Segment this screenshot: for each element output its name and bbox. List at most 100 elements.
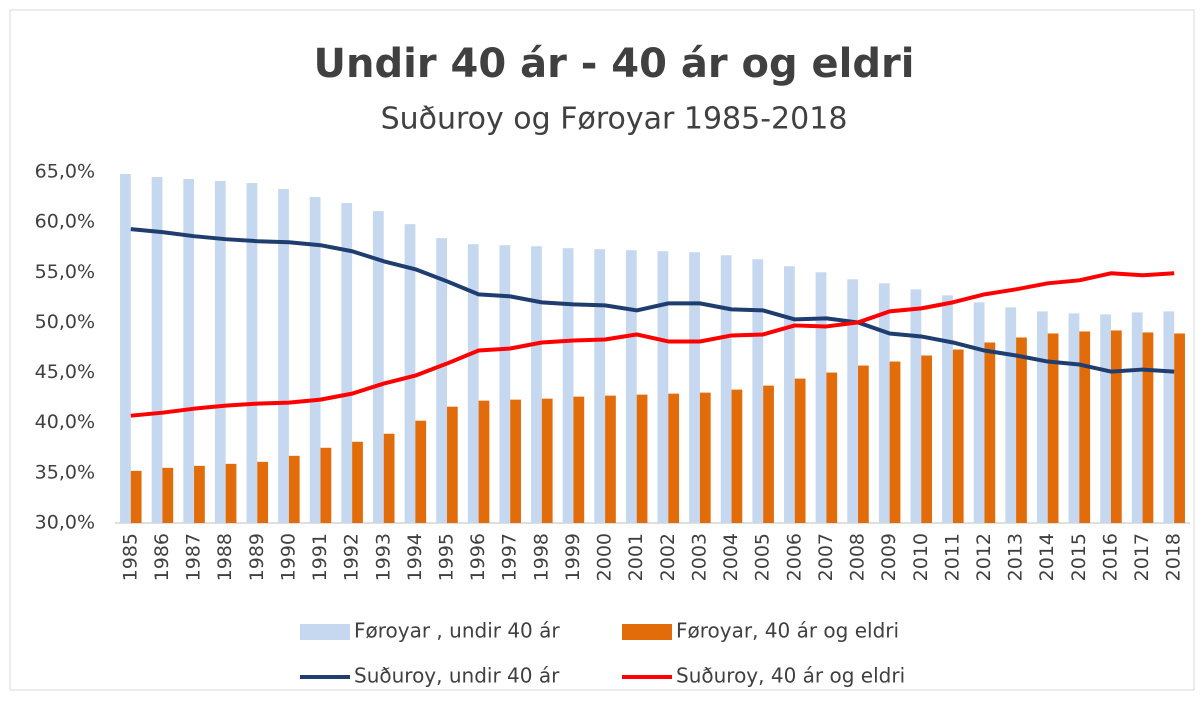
x-tick-label: 1992 (341, 533, 363, 581)
bar (1047, 333, 1059, 523)
bar (194, 465, 205, 523)
bar (1131, 312, 1143, 523)
bar (794, 378, 806, 523)
bar (984, 342, 996, 523)
x-tick-label: 2003 (688, 533, 710, 581)
bar (625, 250, 637, 524)
x-tick-label: 2012 (973, 533, 995, 581)
y-tick-label: 60,0% (35, 211, 95, 233)
bar (404, 224, 416, 524)
bar (162, 467, 174, 523)
bar (878, 283, 890, 523)
y-tick-label: 30,0% (35, 512, 95, 534)
bar (605, 395, 616, 523)
bar (278, 189, 289, 523)
line (130, 271, 1175, 418)
legend-swatch (622, 624, 672, 640)
bar (309, 197, 321, 524)
bar (478, 400, 490, 523)
legend-label: Føroyar , undir 40 ár (354, 619, 560, 643)
bar (858, 365, 869, 523)
bar (731, 389, 743, 523)
bar (1016, 337, 1027, 523)
line (130, 227, 1175, 374)
bar (1079, 331, 1091, 523)
x-tick-label: 2008 (847, 533, 869, 581)
legend-swatch (300, 624, 350, 640)
bar (942, 295, 953, 523)
bar (246, 183, 258, 523)
bar (288, 455, 300, 523)
x-tick-label: 1999 (562, 533, 584, 581)
bar (689, 252, 700, 523)
x-tick-label: 2005 (752, 533, 774, 581)
bar (594, 249, 606, 523)
bar (1100, 314, 1111, 523)
bar (573, 396, 585, 523)
bar (225, 463, 237, 523)
x-tick-label: 2000 (594, 533, 616, 581)
x-tick-label: 2018 (1163, 533, 1185, 581)
x-tick-label: 1998 (530, 533, 552, 581)
x-tick-label: 2007 (815, 533, 837, 581)
y-tick-label: 65,0% (35, 161, 95, 183)
bar (910, 289, 922, 523)
y-tick-label: 45,0% (35, 361, 95, 383)
bar (341, 203, 353, 524)
chart-subtitle: Suðuroy og Føroyar 1985-2018 (381, 102, 848, 137)
bar (657, 251, 669, 523)
x-tick-label: 2004 (720, 533, 742, 581)
x-tick-label: 1986 (151, 533, 173, 581)
bar (1068, 313, 1080, 523)
x-tick-label: 1990 (277, 533, 299, 581)
bar (183, 179, 195, 523)
x-tick-label: 2011 (941, 533, 963, 581)
x-tick-label: 1993 (372, 533, 394, 581)
bar (1036, 311, 1048, 523)
bar (151, 177, 163, 523)
bar (784, 266, 795, 523)
bar (1174, 333, 1185, 523)
x-tick-label: 2009 (878, 533, 900, 581)
bar (826, 372, 838, 523)
bar (436, 238, 447, 523)
x-tick-label: 1989 (246, 533, 268, 581)
x-tick-label: 2017 (1131, 533, 1153, 581)
bar (130, 470, 142, 523)
x-tick-label: 1994 (404, 533, 426, 581)
x-tick-label: 2014 (1036, 533, 1058, 581)
bar (120, 174, 131, 523)
bar (541, 398, 553, 523)
bar (562, 248, 574, 523)
bar (763, 385, 774, 523)
bar (1142, 332, 1154, 523)
x-tick-label: 2001 (625, 533, 647, 581)
legend-label: Suðuroy, undir 40 ár (354, 664, 560, 688)
x-tick-label: 2002 (657, 533, 679, 581)
bar (1163, 311, 1175, 523)
bar (636, 394, 648, 523)
y-tick-label: 50,0% (35, 311, 95, 333)
x-tick-label: 2010 (910, 533, 932, 581)
x-tick-label: 2006 (783, 533, 805, 581)
bar (752, 259, 764, 523)
bar (815, 272, 827, 523)
x-tick-label: 1991 (309, 533, 331, 581)
bar (446, 406, 458, 523)
x-tick-label: 2013 (1005, 533, 1027, 581)
bar (668, 393, 680, 523)
bar (952, 349, 964, 523)
bar (720, 255, 732, 524)
legend-label: Føroyar, 40 ár og eldri (676, 619, 899, 643)
bar (383, 433, 395, 523)
bar (847, 279, 859, 523)
bar (1110, 330, 1122, 523)
bar (320, 447, 332, 523)
legend-label: Suðuroy, 40 ár og eldri (676, 664, 905, 688)
bar (889, 361, 901, 523)
bar (214, 181, 226, 524)
bar (531, 246, 542, 523)
x-tick-label: 2016 (1099, 533, 1121, 581)
bar (499, 245, 511, 524)
x-tick-label: 1988 (214, 533, 236, 581)
